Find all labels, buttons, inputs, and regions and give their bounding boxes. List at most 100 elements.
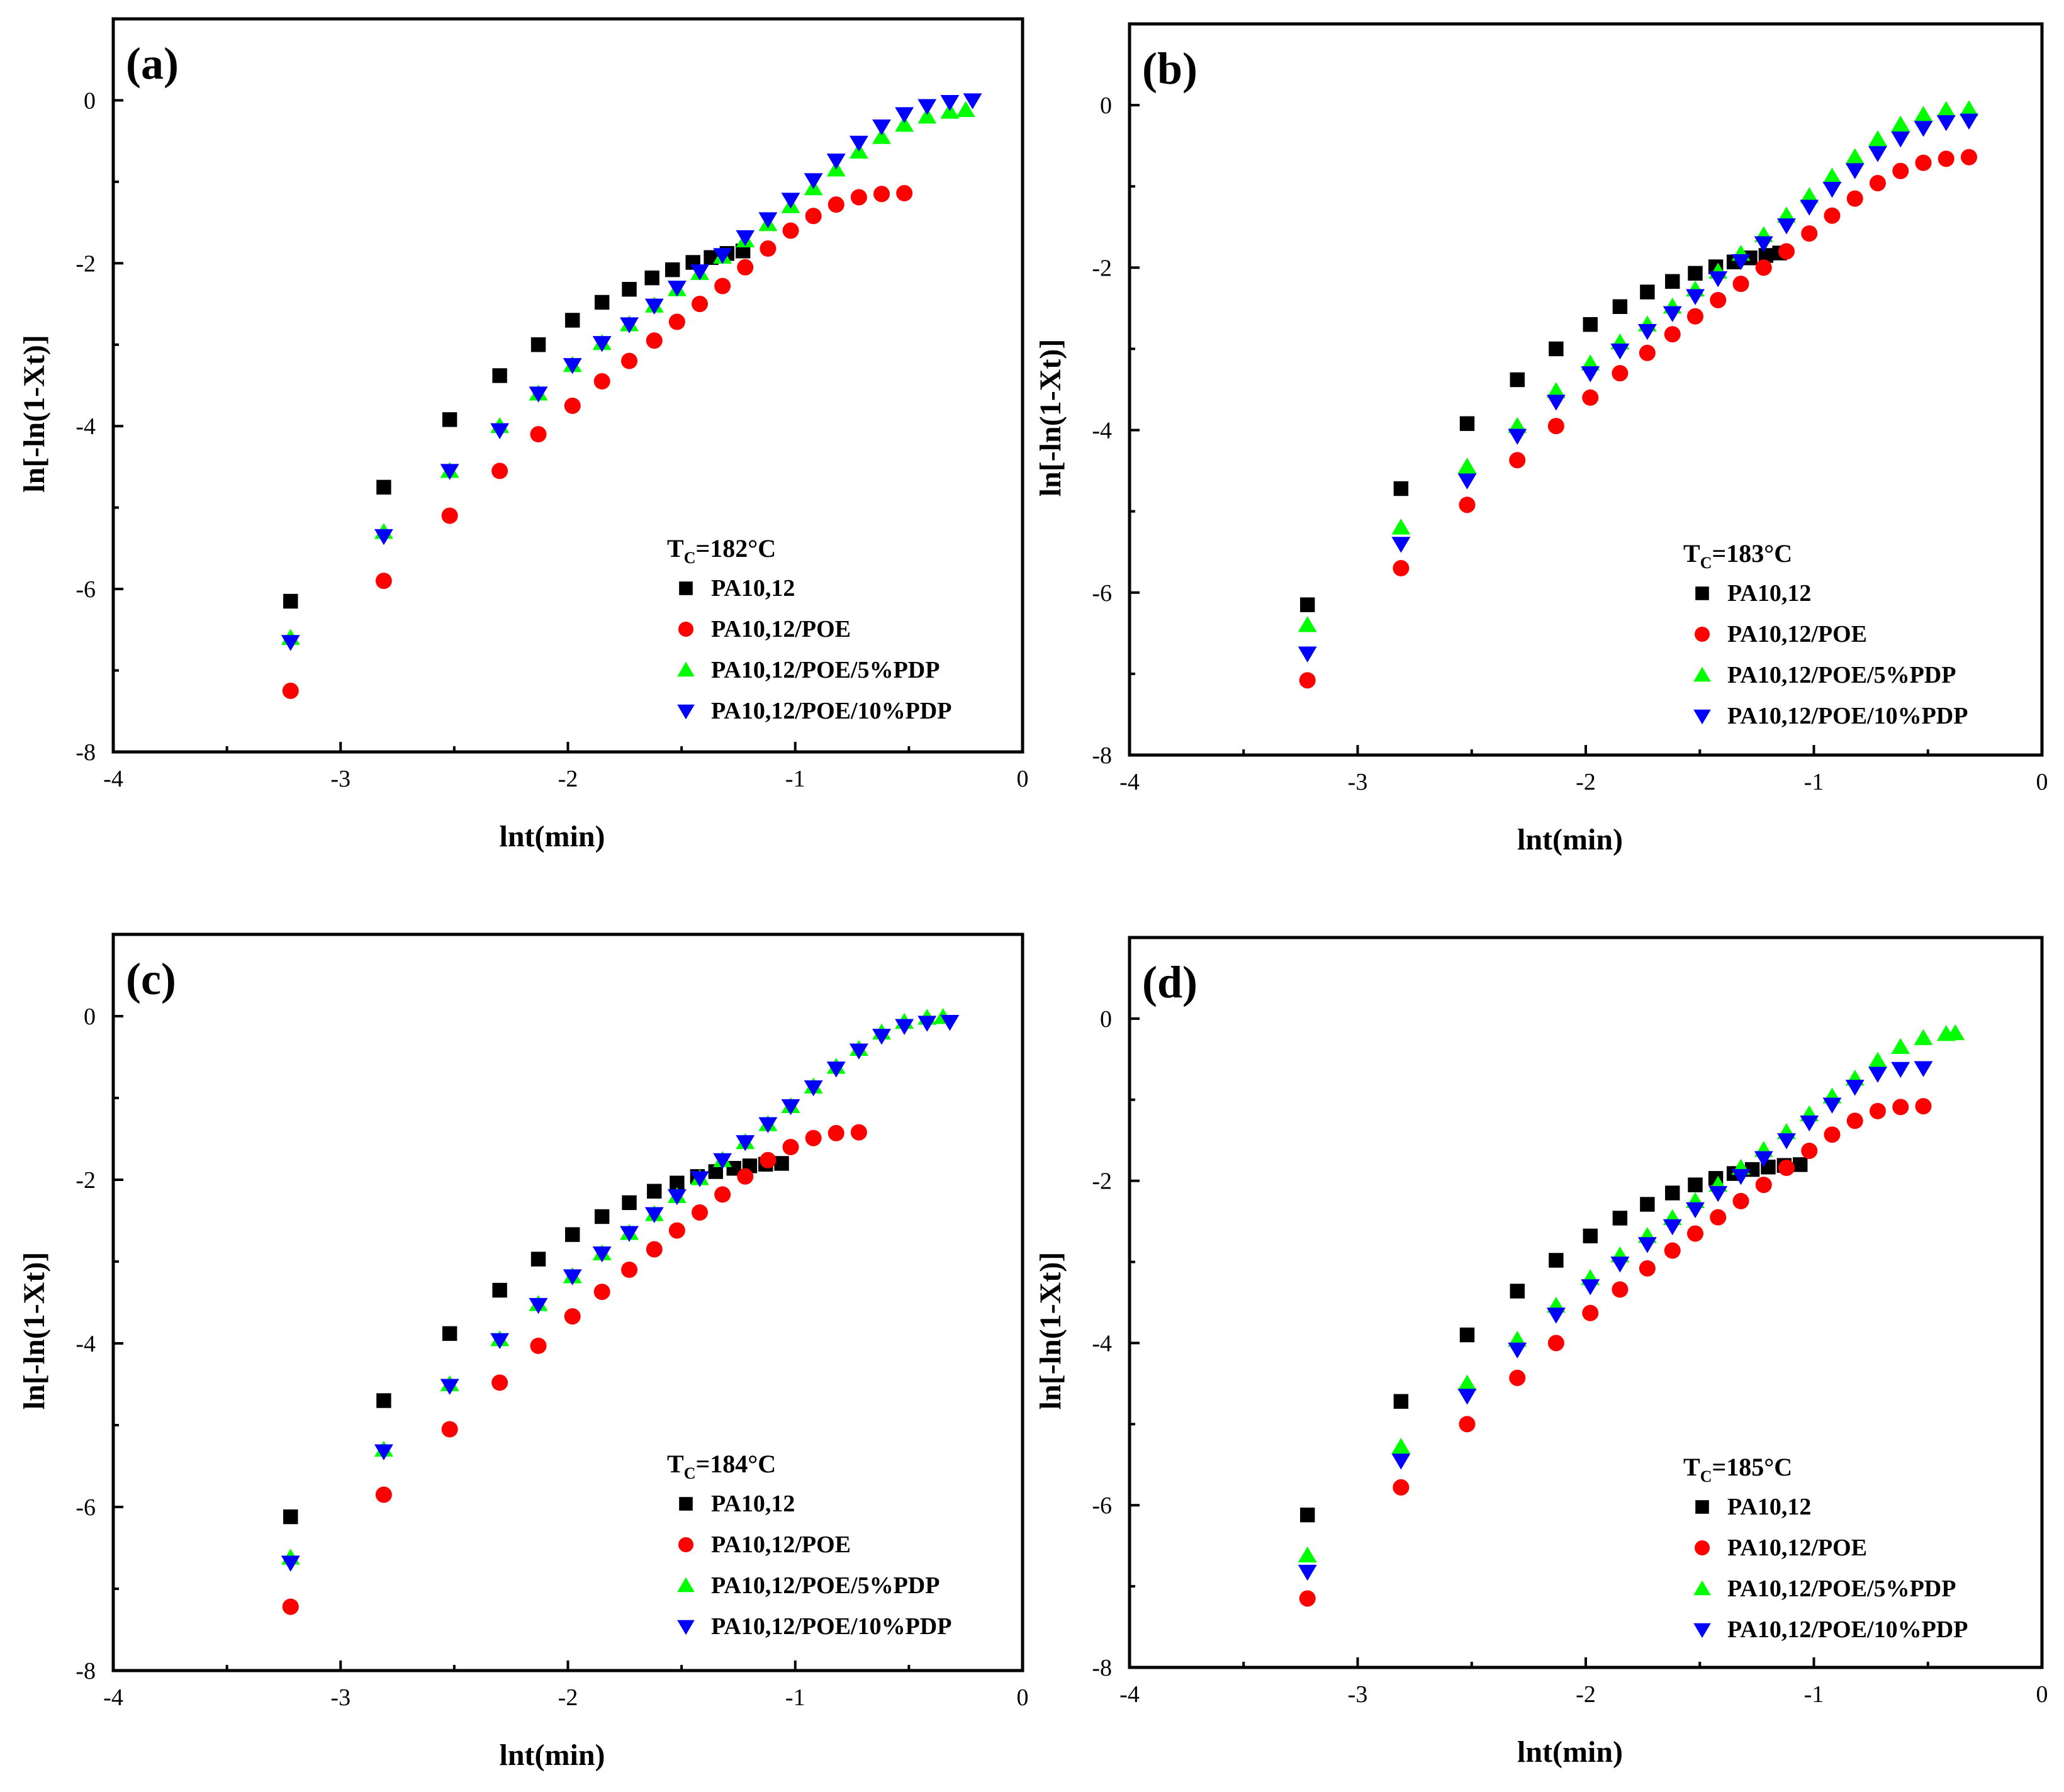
data-point [1936, 101, 1956, 117]
data-point [1891, 115, 1910, 132]
data-point [376, 479, 391, 495]
data-point [1824, 207, 1841, 224]
data-point [592, 336, 612, 352]
data-point [1822, 182, 1842, 198]
data-point [283, 593, 298, 609]
y-axis-title: ln[-ln(1-Xt)] [1034, 339, 1067, 497]
data-point [374, 1444, 393, 1460]
data-point [1891, 1038, 1910, 1055]
data-point [782, 222, 799, 239]
data-point [530, 337, 546, 352]
data-point [1298, 1564, 1317, 1581]
data-point [760, 1151, 777, 1168]
data-point [442, 1326, 457, 1341]
y-tick-label: 0 [84, 1004, 96, 1030]
legend-label: PA10,12 [711, 1491, 795, 1517]
legend-marker [1693, 1580, 1711, 1596]
data-point [1845, 148, 1865, 164]
legend-label: PA10,12/POE/5%PDP [1727, 1576, 1956, 1602]
x-tick-label: -2 [558, 766, 578, 792]
data-point [1582, 1304, 1599, 1321]
data-point [1777, 1133, 1796, 1150]
y-tick-label: 0 [1100, 1006, 1112, 1033]
data-point [442, 412, 457, 427]
x-tick-label: -4 [1119, 769, 1140, 795]
panel-label: (a) [126, 38, 179, 89]
data-point [376, 1393, 391, 1408]
x-tick-label: -4 [103, 766, 123, 792]
data-point [1892, 162, 1909, 179]
data-point [1459, 1327, 1475, 1343]
data-point [668, 1222, 685, 1239]
data-point [530, 1252, 546, 1267]
data-point [1686, 1202, 1705, 1219]
data-point [1583, 317, 1598, 332]
legend-label: PA10,12/POE [711, 616, 851, 642]
data-point [737, 1168, 754, 1185]
data-point [1755, 259, 1772, 276]
data-point [1777, 218, 1796, 235]
x-tick-label: 0 [1017, 1684, 1029, 1711]
data-point [827, 196, 844, 213]
legend-label: PA10,12/POE [711, 1532, 851, 1558]
series-pa10-12-poe-5pctpdp [281, 1008, 953, 1565]
legend: TC=185°C PA10,12 PA10,12/POE PA10,12/POE/5%… [1683, 1453, 1968, 1643]
data-point [895, 1019, 914, 1035]
data-point [1639, 1260, 1656, 1277]
data-point [714, 1186, 731, 1203]
data-point [620, 317, 639, 333]
panel-label: (b) [1142, 43, 1197, 94]
series-pa10-12-poe-10pctpdp [1298, 113, 1978, 663]
data-point [1822, 167, 1842, 184]
data-point [1459, 416, 1475, 431]
panel-a: -4 -3 -2 -1 0 0 -2 -4 -6 -8 lnt(min) ln[-ln(1-Xt)] (… [18, 17, 1029, 853]
data-point [804, 1080, 823, 1097]
x-tick-label: -1 [785, 766, 805, 792]
y-axis-title: ln[-ln(1-Xt)] [1034, 1252, 1067, 1410]
data-point [1509, 1369, 1526, 1386]
data-point [1708, 271, 1728, 288]
data-point [940, 1015, 960, 1031]
legend-marker [677, 1577, 695, 1593]
data-point [530, 1337, 547, 1354]
data-point [667, 1189, 687, 1206]
series-pa10-12 [1300, 245, 1787, 612]
series-pa10-12-poe [282, 185, 913, 699]
data-point [1664, 1242, 1681, 1259]
legend-marker [678, 622, 693, 637]
data-point [1946, 1024, 1965, 1041]
legend-title: TC=185°C [1683, 1453, 1792, 1486]
data-point [1868, 146, 1887, 162]
data-point [940, 94, 960, 111]
data-point [440, 464, 459, 480]
data-point [529, 1297, 548, 1314]
data-point [850, 189, 867, 206]
data-point [895, 107, 914, 123]
y-tick-label: -6 [76, 1494, 96, 1521]
y-tick-label: -2 [1092, 255, 1112, 281]
legend-marker [679, 581, 693, 595]
data-point [737, 259, 754, 276]
data-point [1800, 187, 1819, 203]
data-point [529, 386, 548, 403]
data-point [1610, 343, 1630, 360]
data-point [1663, 1219, 1682, 1236]
data-point [708, 1164, 724, 1179]
data-point [1298, 646, 1317, 663]
data-point [1457, 1374, 1477, 1391]
data-point [758, 212, 778, 228]
data-point [758, 1117, 778, 1133]
data-point [282, 1598, 299, 1615]
data-point [1549, 341, 1564, 357]
x-axis-title: lnt(min) [500, 820, 605, 853]
data-point [1546, 395, 1566, 411]
data-point [620, 1226, 639, 1242]
legend-label: PA10,12 [1727, 580, 1811, 607]
data-point [594, 1209, 610, 1224]
legend-marker [679, 1497, 693, 1511]
legend-marker [1695, 586, 1709, 600]
data-point [375, 573, 392, 590]
legend-marker [677, 661, 695, 677]
panel-d: -4 -3 -2 -1 0 0 -2 -4 -6 -8 lnt(min) ln[-ln(1-Xt)] (… [1034, 936, 2048, 1769]
